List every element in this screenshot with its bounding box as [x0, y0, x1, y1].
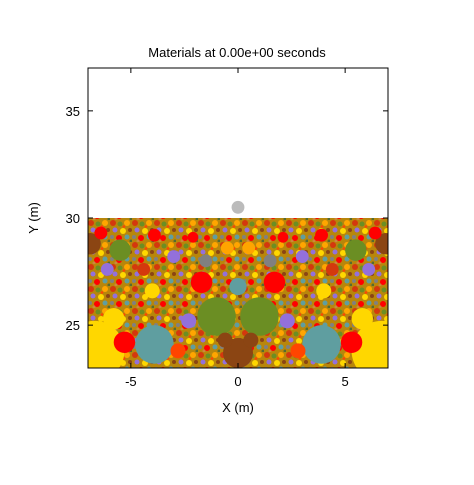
- particle: [295, 250, 309, 263]
- particle: [137, 263, 151, 276]
- particle: [100, 263, 114, 276]
- particle: [340, 331, 363, 353]
- particle: [302, 325, 341, 364]
- particle: [242, 241, 256, 255]
- particle: [368, 226, 382, 240]
- particle: [243, 332, 259, 348]
- projectile-ball: [231, 200, 245, 214]
- y-tick-label: 25: [66, 318, 80, 333]
- particle: [325, 263, 339, 276]
- particle: [316, 283, 332, 299]
- particle: [148, 228, 161, 242]
- y-tick-label: 30: [66, 211, 80, 226]
- particle: [263, 271, 286, 293]
- x-axis: -5 0 5: [125, 68, 349, 389]
- x-tick-label: 5: [342, 374, 349, 389]
- particle: [229, 278, 247, 296]
- particle: [345, 239, 367, 261]
- particles: [88, 226, 388, 368]
- particle: [362, 263, 376, 276]
- particle: [103, 308, 125, 330]
- particle: [88, 320, 125, 368]
- chart-title: Materials at 0.00e+00 seconds: [148, 45, 326, 60]
- particle: [167, 250, 181, 263]
- particle: [279, 313, 295, 329]
- y-tick-label: 35: [66, 104, 80, 119]
- x-tick-label: 0: [234, 374, 241, 389]
- x-tick-label: -5: [125, 374, 137, 389]
- particle: [290, 343, 306, 359]
- particle: [181, 313, 197, 329]
- particle: [277, 231, 289, 243]
- particle: [351, 308, 373, 330]
- particle: [263, 254, 277, 268]
- particle: [223, 338, 253, 368]
- particle: [187, 231, 199, 243]
- particle: [220, 241, 234, 255]
- particle: [170, 343, 186, 359]
- y-axis: 25 30 35: [66, 104, 388, 333]
- particle: [94, 226, 108, 240]
- particle: [190, 271, 213, 293]
- particle: [144, 283, 160, 299]
- particle: [113, 331, 136, 353]
- x-axis-label: X (m): [222, 400, 254, 415]
- particle: [109, 239, 131, 261]
- particle: [217, 332, 233, 348]
- particle: [135, 325, 174, 364]
- y-axis-label: Y (m): [26, 202, 41, 234]
- particle: [197, 297, 236, 336]
- particle: [351, 320, 388, 368]
- particle: [199, 254, 213, 268]
- plot-area: [88, 218, 388, 368]
- particle: [240, 297, 279, 336]
- particle: [315, 228, 329, 242]
